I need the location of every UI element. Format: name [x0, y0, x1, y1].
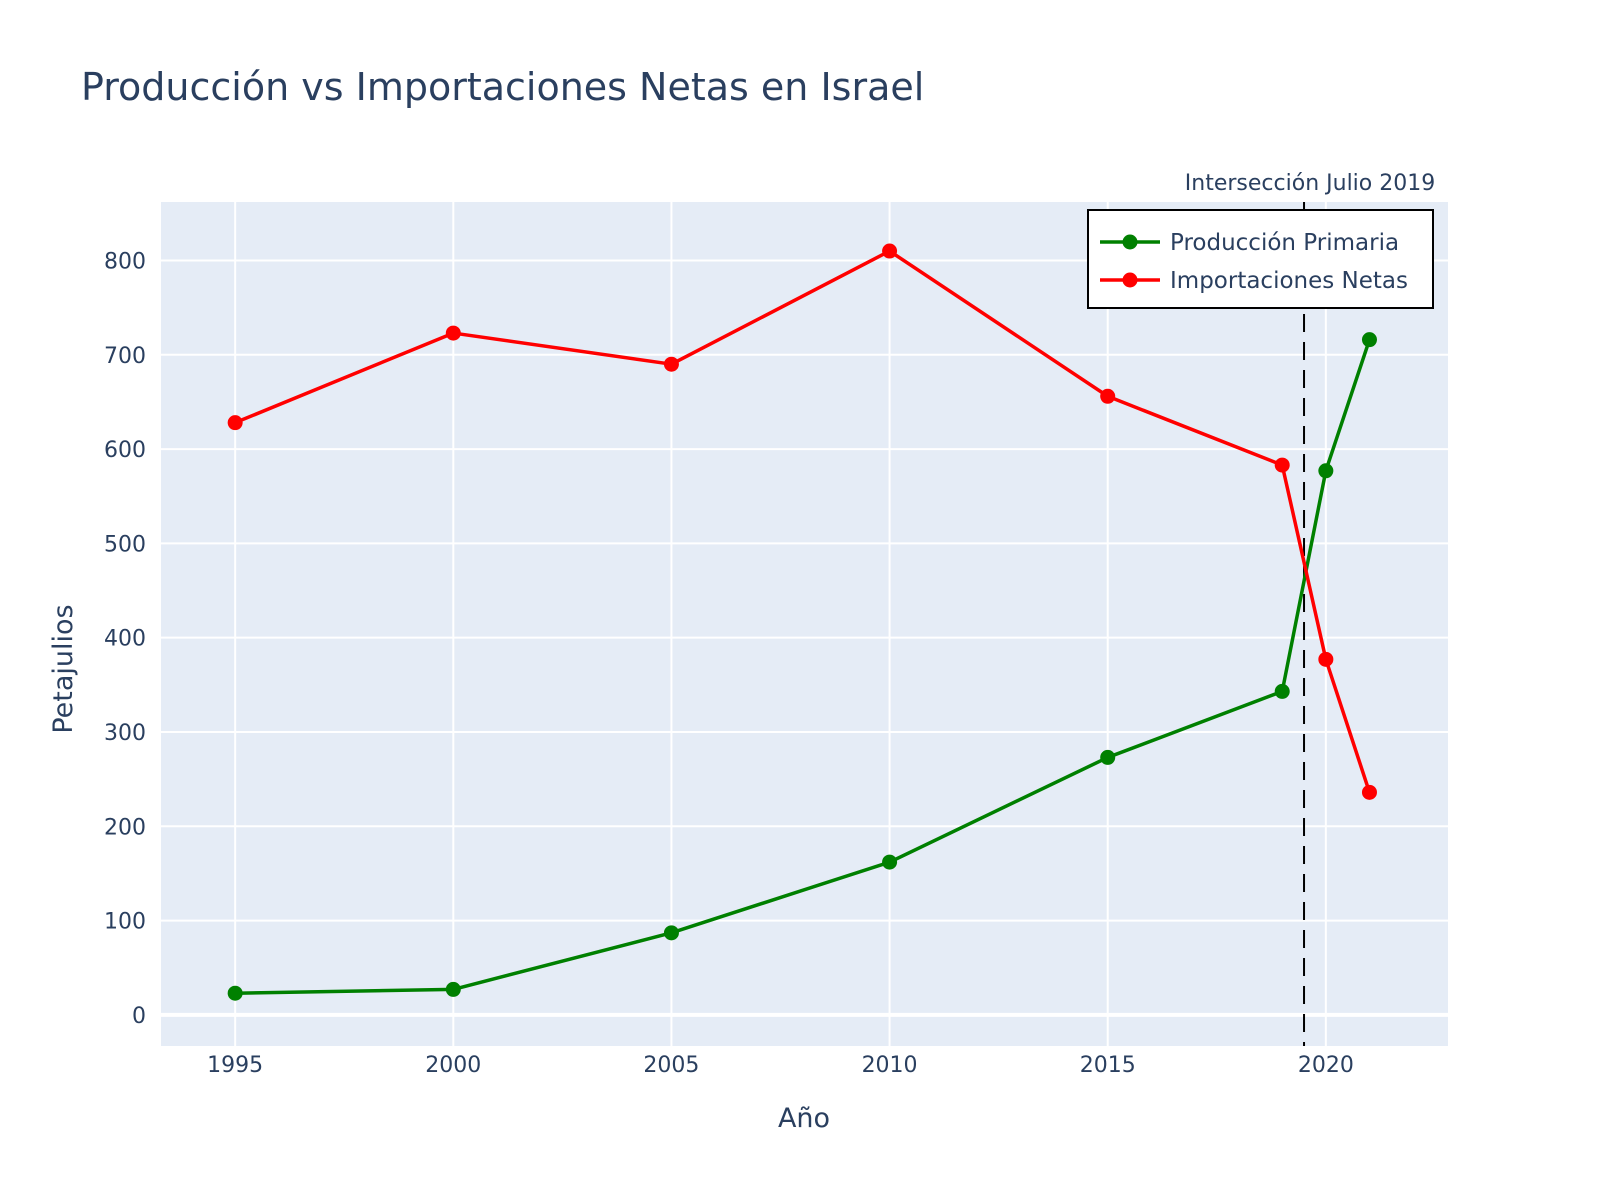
- data-point: [445, 325, 461, 341]
- x-tick-label: 1995: [207, 1053, 263, 1078]
- y-tick-label: 100: [104, 910, 146, 935]
- series-line: [234, 249, 1372, 793]
- y-tick-label: 500: [104, 532, 146, 557]
- data-point: [663, 925, 679, 941]
- legend: Producción Primaria Importaciones Netas: [1087, 209, 1434, 309]
- x-axis-title: Año: [778, 1103, 830, 1134]
- y-axis-title: Petajulios: [48, 604, 79, 733]
- x-tick-label: 2005: [643, 1053, 699, 1078]
- x-tick-label: 2010: [862, 1053, 918, 1078]
- data-point: [882, 243, 898, 259]
- data-point: [1318, 463, 1334, 479]
- data-point: [663, 356, 679, 372]
- data-point: [227, 415, 243, 431]
- data-point: [1100, 388, 1116, 404]
- x-tick-label: 2000: [425, 1053, 481, 1078]
- legend-marker: [1122, 272, 1138, 288]
- y-tick-label: 600: [104, 438, 146, 463]
- y-tick-label: 300: [104, 721, 146, 746]
- grid: [161, 202, 1448, 1046]
- intersection-annotation: Intersección Julio 2019: [1185, 171, 1435, 196]
- data-point: [1318, 651, 1334, 667]
- y-tick-label: 0: [132, 1004, 146, 1029]
- y-tick-label: 200: [104, 815, 146, 840]
- x-axis-ticks: 1995 2000 2005 2010 2015 2020: [207, 1053, 1354, 1078]
- y-axis-ticks: 0 100 200 300 400 500 600 700 800: [104, 249, 146, 1028]
- legend-marker: [1122, 234, 1138, 250]
- data-point: [445, 981, 461, 997]
- data-point: [1100, 749, 1116, 765]
- data-point: [882, 854, 898, 870]
- y-tick-label: 700: [104, 344, 146, 369]
- y-tick-label: 800: [104, 249, 146, 274]
- series-layer: [227, 243, 1377, 1001]
- legend-label: Producción Primaria: [1170, 230, 1399, 256]
- data-point: [1274, 683, 1290, 699]
- data-point: [227, 985, 243, 1001]
- x-tick-label: 2015: [1080, 1053, 1136, 1078]
- plot-area: [161, 202, 1448, 1046]
- x-tick-label: 2020: [1298, 1053, 1354, 1078]
- chart-title: Producción vs Importaciones Netas en Isr…: [81, 65, 924, 109]
- legend-box: [1087, 209, 1434, 309]
- legend-label: Importaciones Netas: [1170, 268, 1408, 294]
- series-production: [227, 332, 1377, 1001]
- data-point: [1361, 784, 1377, 800]
- data-point: [1274, 457, 1290, 473]
- annotation-layer: Intersección Julio 2019: [1185, 171, 1435, 1046]
- data-point: [1361, 332, 1377, 348]
- series-imports: [227, 243, 1377, 800]
- series-line: [235, 339, 1372, 995]
- y-tick-label: 400: [104, 627, 146, 652]
